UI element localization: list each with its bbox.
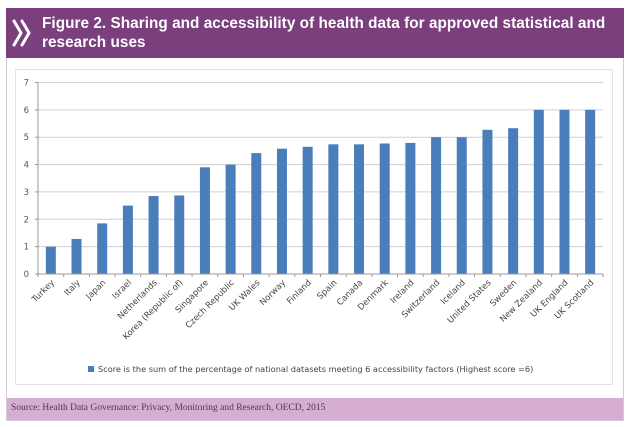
legend-swatch xyxy=(88,366,94,372)
y-tick-label: 7 xyxy=(24,79,29,89)
source-text: Source: Health Data Governance: Privacy,… xyxy=(11,403,326,413)
bar-italy xyxy=(71,238,82,274)
bar-uk-england xyxy=(559,109,570,274)
bar-norway xyxy=(276,148,287,274)
bar-korea-republic-of xyxy=(174,195,185,274)
double-chevron-right-icon xyxy=(12,19,31,47)
legend-label: Score is the sum of the percentage of na… xyxy=(98,364,533,374)
x-tick-label: Israel xyxy=(111,278,135,302)
bar-uk-wales xyxy=(251,153,262,274)
x-tick-label: Norway xyxy=(258,278,288,308)
bar-united-states xyxy=(482,129,493,274)
figure-title: Figure 2. Sharing and accessibility of h… xyxy=(42,15,606,51)
source-footer: Source: Health Data Governance: Privacy,… xyxy=(7,398,623,420)
y-tick-label: 0 xyxy=(24,270,29,280)
bar-new-zealand xyxy=(533,109,544,274)
bar-singapore xyxy=(199,167,210,274)
bar-israel xyxy=(122,205,133,274)
y-tick-label: 5 xyxy=(24,133,29,143)
bar-uk-scotland xyxy=(585,109,596,274)
bar-japan xyxy=(97,223,108,274)
x-tick-label: Spain xyxy=(316,278,340,302)
bar-iceland xyxy=(456,137,467,274)
legend: Score is the sum of the percentage of na… xyxy=(88,364,533,374)
x-axis xyxy=(37,82,604,277)
y-tick-label: 6 xyxy=(24,106,29,116)
bar-netherlands xyxy=(148,196,159,274)
y-tick-label: 2 xyxy=(24,215,29,225)
bar-canada xyxy=(354,144,365,274)
bar-ireland xyxy=(405,142,416,274)
bar-sweden xyxy=(508,128,519,274)
y-tick-label: 4 xyxy=(24,161,29,171)
figure-header: Figure 2. Sharing and accessibility of h… xyxy=(6,8,624,58)
bar-denmark xyxy=(379,143,390,274)
bar-finland xyxy=(302,146,313,274)
y-tick-label: 1 xyxy=(24,243,29,253)
bar-turkey xyxy=(45,246,56,274)
bars xyxy=(45,109,596,274)
x-tick-label: Italy xyxy=(63,278,83,298)
bar-switzerland xyxy=(431,137,442,274)
bar-czech-republic xyxy=(225,164,236,274)
x-tick-label: Turkey xyxy=(30,278,57,305)
x-tick-label: Finland xyxy=(285,278,314,307)
bar-spain xyxy=(328,144,339,274)
y-axis-ticks: 0 1 2 3 4 5 6 7 xyxy=(24,79,38,280)
x-tick-label: Japan xyxy=(84,278,109,303)
y-tick-label: 3 xyxy=(24,188,29,198)
gridlines xyxy=(38,82,603,248)
